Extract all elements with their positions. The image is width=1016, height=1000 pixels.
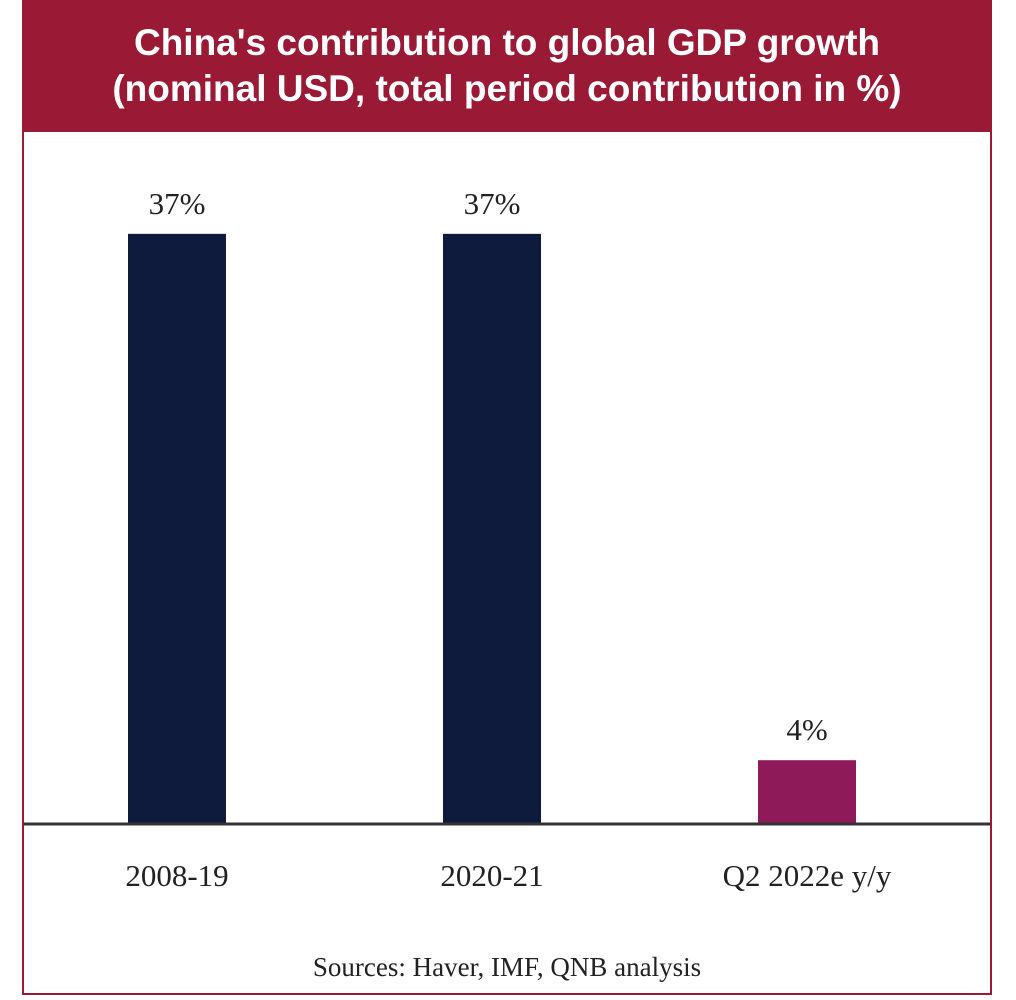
- value-label-1: 37%: [149, 186, 206, 221]
- bar-3: [758, 760, 856, 824]
- category-label-3: Q2 2022e y/y: [723, 858, 892, 893]
- chart-title: China's contribution to global GDP growt…: [133, 22, 881, 63]
- chart-frame: China's contribution to global GDP growt…: [22, 0, 992, 995]
- bar-2: [443, 233, 541, 825]
- category-label-2: 2020-21: [440, 858, 543, 893]
- bars-group: [128, 233, 856, 825]
- category-label-1: 2008-19: [125, 858, 228, 893]
- value-labels-group: 37% 37% 4%: [149, 186, 828, 747]
- bar-1: [128, 233, 226, 825]
- category-labels-group: 2008-19 2020-21 Q2 2022e y/y: [125, 858, 892, 893]
- value-label-3: 4%: [786, 712, 827, 747]
- value-label-2: 37%: [464, 186, 521, 221]
- bar-chart: 37% 37% 4% 2008-19 2020-21 Q2 2022e y/y: [24, 186, 990, 893]
- source-note: Sources: Haver, IMF, QNB analysis: [312, 952, 702, 982]
- chart-header: China's contribution to global GDP growt…: [24, 2, 990, 132]
- chart-subtitle: (nominal USD, total period contribution …: [112, 68, 902, 109]
